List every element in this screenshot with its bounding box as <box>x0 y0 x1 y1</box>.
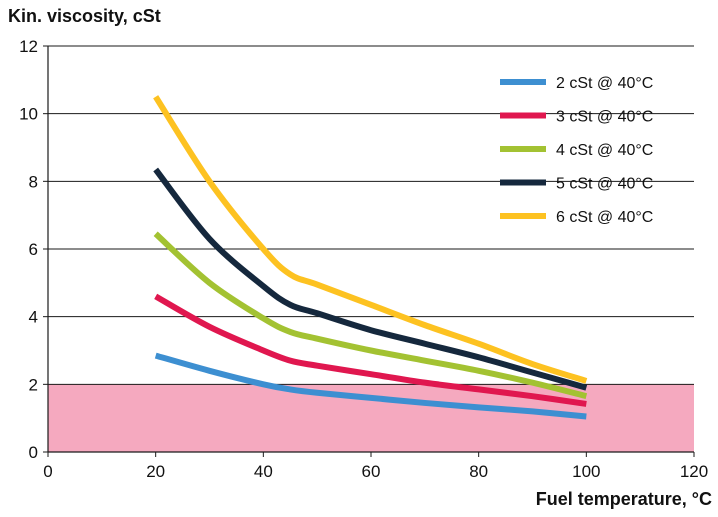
y-tick-label: 10 <box>19 105 38 124</box>
series-line-4 <box>153 167 588 391</box>
y-tick-label: 4 <box>29 308 38 327</box>
series-line-5 <box>153 95 588 384</box>
legend-label: 3 cSt @ 40°C <box>556 109 653 126</box>
x-tick-label: 120 <box>680 462 708 481</box>
y-tick-label: 12 <box>19 37 38 56</box>
legend-label: 4 cSt @ 40°C <box>556 142 653 159</box>
x-tick-label: 20 <box>146 462 165 481</box>
series-line-2 <box>154 293 587 407</box>
y-tick-label: 6 <box>29 240 38 259</box>
x-tick-label: 80 <box>469 462 488 481</box>
x-axis-label: Fuel temperature, °C <box>535 489 712 509</box>
shaded-band <box>48 384 694 452</box>
legend-label: 6 cSt @ 40°C <box>556 209 653 226</box>
y-tick-label: 2 <box>29 375 38 394</box>
x-tick-label: 100 <box>572 462 600 481</box>
x-tick-label: 60 <box>362 462 381 481</box>
x-tick-label: 0 <box>43 462 52 481</box>
legend-label: 2 cSt @ 40°C <box>556 75 653 92</box>
series-line-3 <box>153 231 588 400</box>
legend-label: 5 cSt @ 40°C <box>556 176 653 193</box>
series-line-1 <box>154 352 587 420</box>
x-tick-label: 40 <box>254 462 273 481</box>
y-axis-label: Kin. viscosity, cSt <box>8 6 161 26</box>
y-tick-label: 0 <box>29 443 38 462</box>
y-tick-label: 8 <box>29 172 38 191</box>
